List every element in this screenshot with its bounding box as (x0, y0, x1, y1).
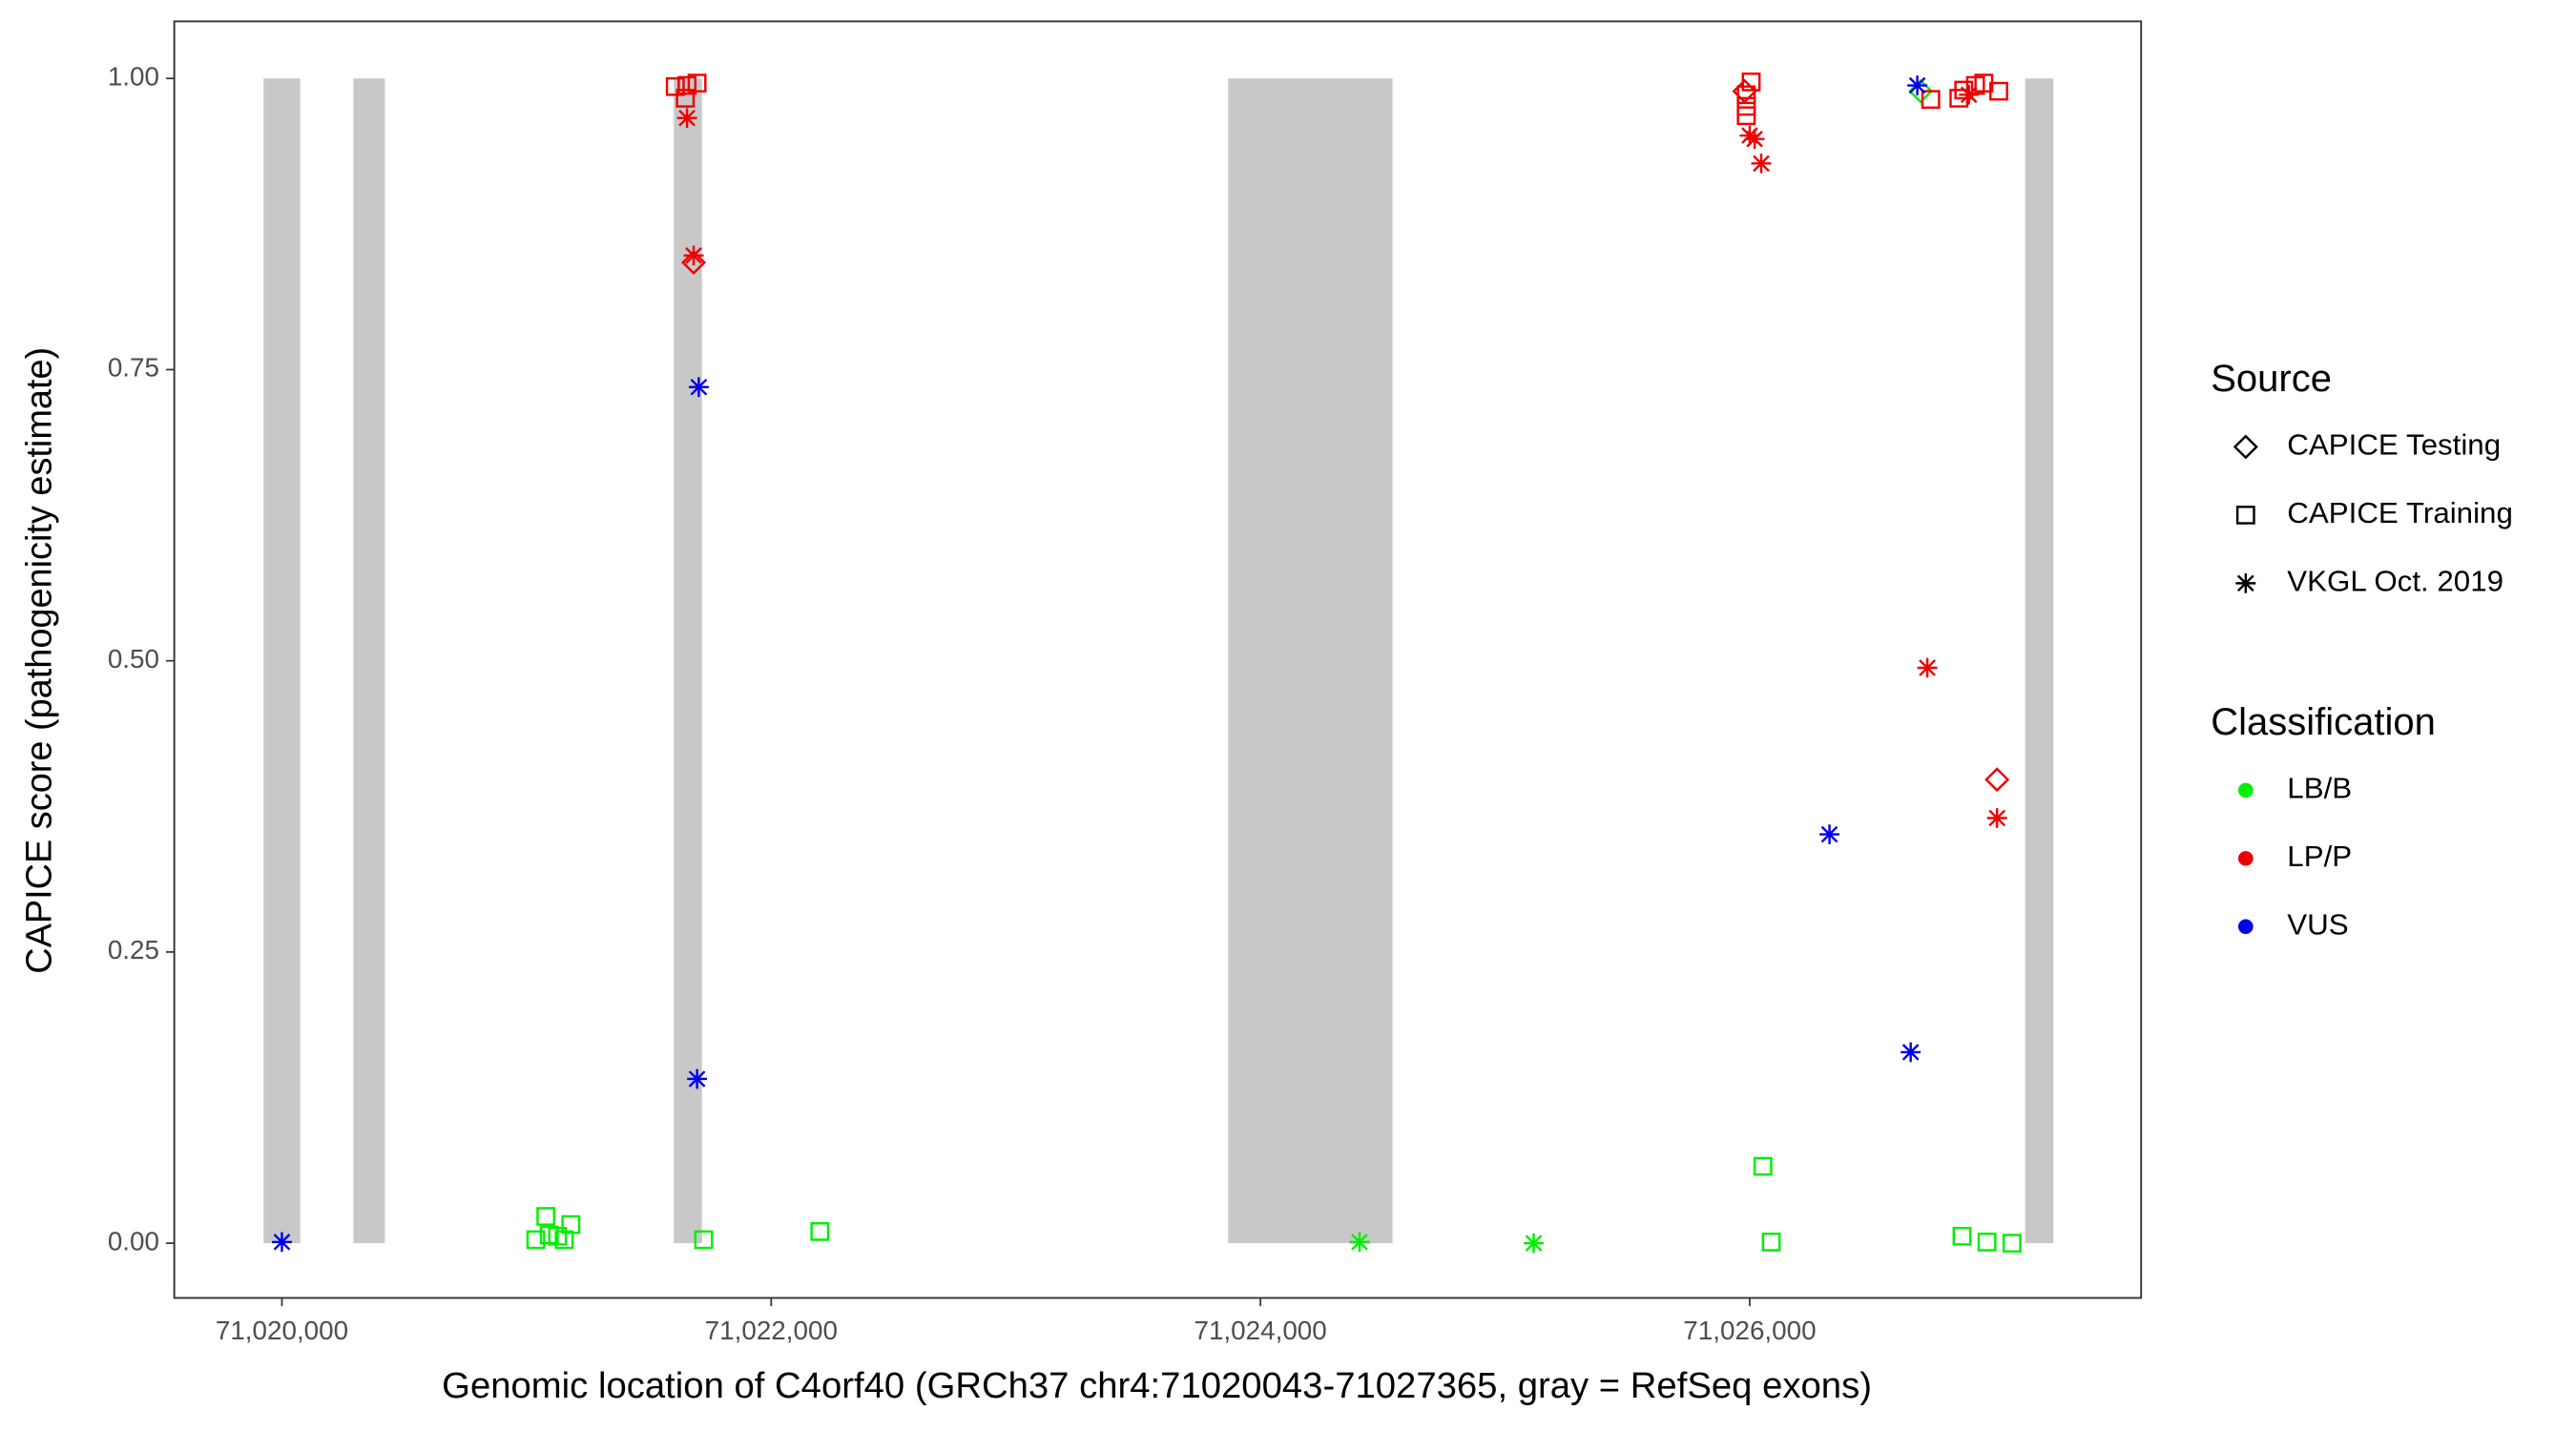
point (677, 75, 697, 95)
point (1753, 1156, 1773, 1176)
legend-label: VKGL Oct. 2019 (2287, 565, 2503, 598)
point (1736, 106, 1756, 126)
legend-key (2233, 434, 2258, 460)
legend-key (2237, 782, 2254, 798)
legend-key (2235, 573, 2256, 593)
point (810, 1222, 830, 1241)
point (687, 73, 707, 93)
point (1907, 75, 1928, 95)
point (526, 1230, 546, 1250)
point (1984, 767, 2010, 793)
point (1959, 84, 1980, 105)
point (1917, 657, 1938, 678)
point (680, 250, 707, 276)
legend-label: VUS (2287, 908, 2348, 942)
point (272, 1232, 292, 1253)
exon (1228, 78, 1393, 1244)
exon (263, 78, 301, 1244)
legend-label: CAPICE Training (2287, 496, 2513, 529)
point (1901, 1042, 1922, 1063)
point (665, 76, 685, 96)
point (548, 1226, 568, 1246)
point (1921, 90, 1941, 110)
exon (674, 78, 702, 1244)
legend-label: CAPICE Testing (2287, 428, 2501, 462)
point (675, 89, 696, 108)
point (687, 1068, 708, 1089)
point (1349, 1232, 1370, 1253)
y-tick-label: 1.00 (108, 62, 159, 92)
legend-key (2237, 919, 2254, 935)
point (1986, 808, 2007, 828)
point (1744, 129, 1765, 150)
point (1989, 81, 2008, 101)
point (694, 1230, 714, 1250)
x-tick-label: 71,024,000 (1194, 1316, 1326, 1345)
point (1977, 1233, 1997, 1252)
point (1751, 154, 1772, 174)
point (676, 108, 697, 129)
point (2002, 1234, 2022, 1253)
y-axis-title: CAPICE score (pathogenicity estimate) (19, 347, 59, 974)
x-tick-label: 71,026,000 (1683, 1316, 1816, 1345)
point (1819, 824, 1839, 844)
point (536, 1207, 556, 1226)
x-tick-label: 71,020,000 (216, 1316, 348, 1345)
exon (353, 78, 385, 1244)
plot-border (173, 20, 2143, 1299)
point (1732, 78, 1757, 104)
legend-title: Source (2211, 358, 2332, 400)
x-tick-label: 71,022,000 (705, 1316, 838, 1345)
legend-label: LB/B (2287, 772, 2352, 805)
y-tick-label: 0.00 (108, 1227, 159, 1256)
point (683, 245, 704, 266)
legend-key (2235, 506, 2255, 525)
point (1761, 1233, 1781, 1252)
y-tick-label: 0.25 (108, 935, 159, 964)
y-tick-label: 0.50 (108, 644, 159, 674)
point (1524, 1233, 1544, 1254)
point (561, 1214, 581, 1234)
legend-label: LP/P (2287, 840, 2352, 873)
legend-title: Classification (2211, 701, 2436, 743)
point (554, 1230, 574, 1250)
exon (2025, 78, 2054, 1244)
legend-key (2237, 851, 2254, 866)
point (1952, 1226, 1972, 1246)
y-tick-label: 0.75 (108, 353, 159, 383)
point (688, 377, 709, 398)
x-axis-title: Genomic location of C4orf40 (GRCh37 chr4… (442, 1366, 1872, 1406)
